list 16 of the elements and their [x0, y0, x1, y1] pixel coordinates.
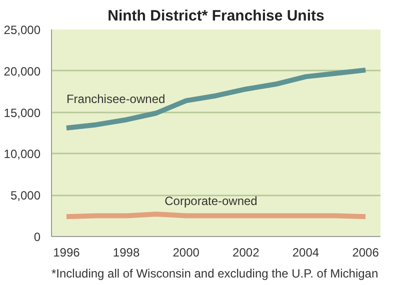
y-tick-label: 0	[34, 230, 41, 244]
series-label: Corporate-owned	[164, 194, 258, 208]
chart-title: Ninth District* Franchise Units	[108, 8, 324, 24]
x-tick-label: 1998	[112, 246, 140, 260]
x-tick-label: 2002	[232, 246, 260, 260]
y-tick-label: 20,000	[4, 64, 41, 78]
x-tick-label: 2000	[172, 246, 200, 260]
y-tick-label: 15,000	[4, 106, 41, 120]
y-tick-label: 5,000	[10, 188, 41, 203]
x-tick-label: 2006	[352, 246, 380, 260]
y-tick-label: 25,000	[4, 23, 41, 37]
y-tick-label: 10,000	[4, 147, 41, 162]
series-label: Franchisee-owned	[66, 92, 166, 106]
x-tick-label: 2004	[292, 246, 320, 260]
x-tick-label: 1996	[53, 246, 80, 260]
text: *Including all of Wisconsin and excluding the U.P. of Michigan	[52, 266, 378, 280]
